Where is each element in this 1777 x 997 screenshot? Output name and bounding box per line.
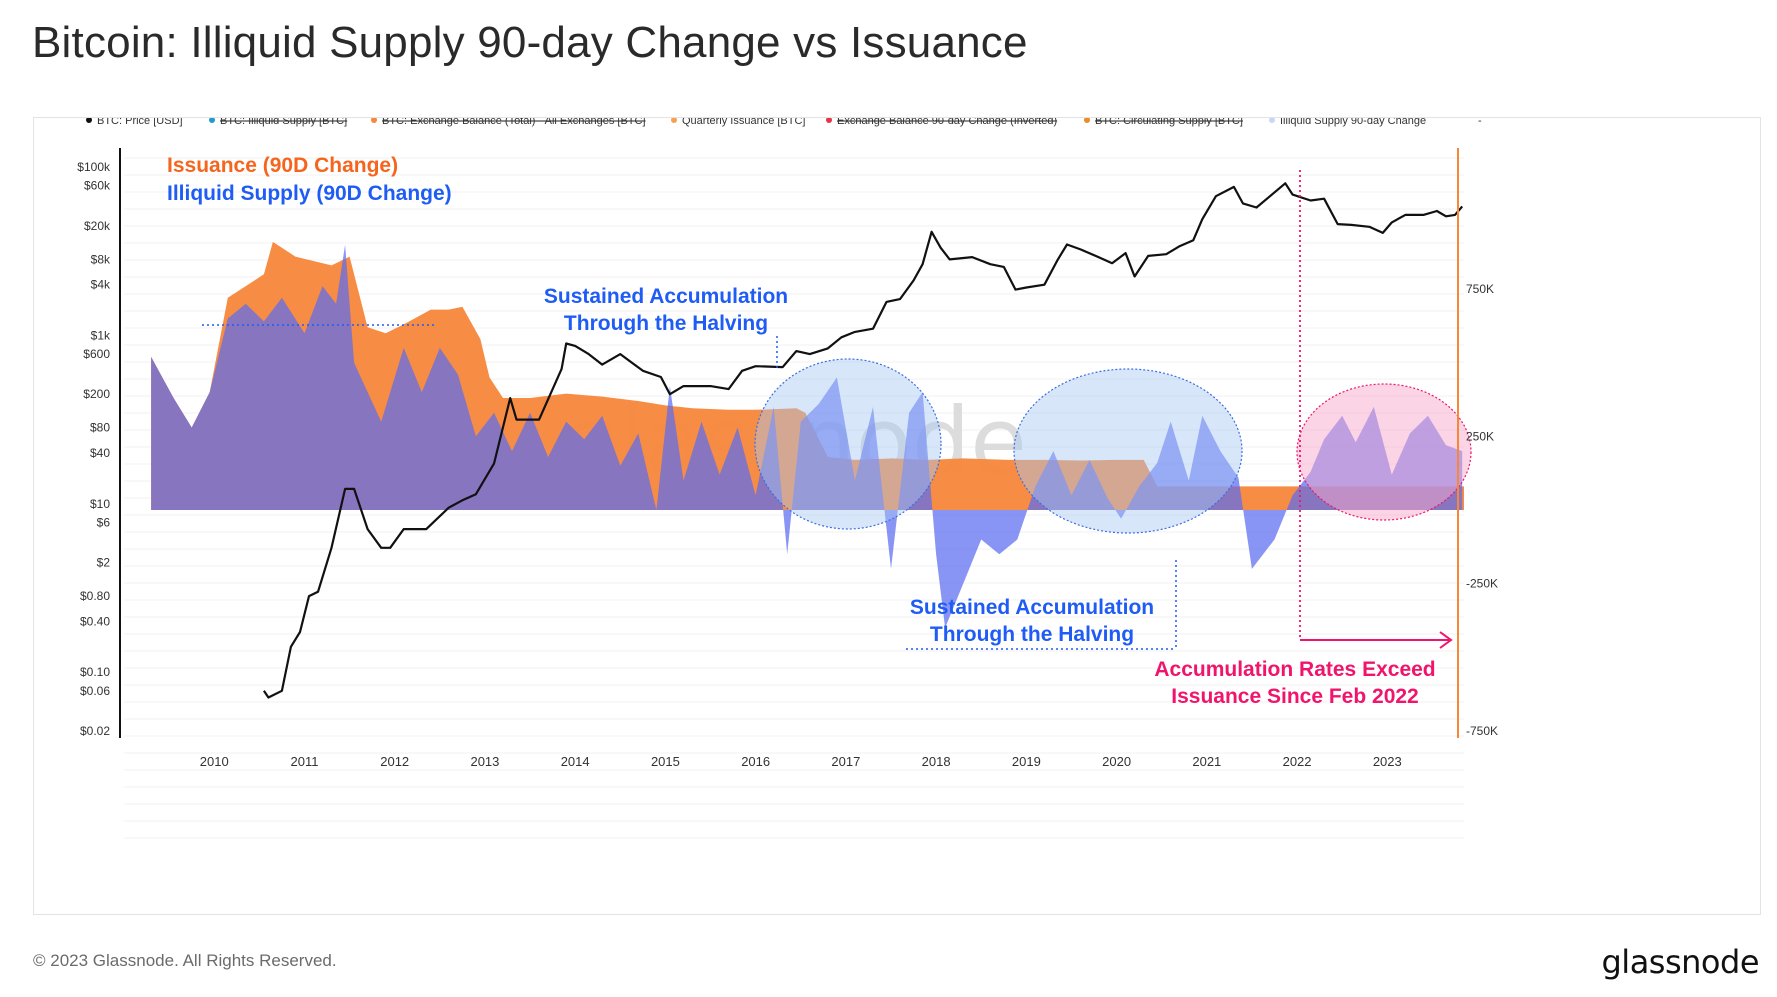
legend-dot [1269,118,1275,123]
sustained-accum-1-line2: Through the Halving [564,312,768,335]
illiquid-series-label: Illiquid Supply (90D Change) [167,182,452,205]
highlight-ellipse-2016 [754,358,942,530]
x-tick-label: 2017 [831,754,860,769]
legend-dot [671,118,677,123]
y-left-tick-label: $200 [83,387,110,401]
y-right-tick-label: 750K [1466,282,1494,296]
legend-dot [371,118,377,123]
sustained-accum-2-line1: Sustained Accumulation [910,596,1154,619]
legend-label: BTC: Exchange Balance (Total) - All Exch… [382,118,646,127]
price-line [262,182,1464,699]
y-left-tick-label: $6 [97,515,111,529]
x-tick-label: 2022 [1283,754,1312,769]
chart-panel: BTC: Price [USD] BTC: Illiquid Supply [BT… [33,117,1761,915]
chart-svg: BTC: Price [USD] BTC: Illiquid Supply [BT… [77,118,1498,839]
highlight-ellipse-2022 [1296,383,1472,521]
annotation-layer: Issuance (90D Change) Illiquid Supply (9… [167,154,1453,708]
y-left-tick-label: $40 [90,446,110,460]
y-left-tick-label: $60k [84,179,111,193]
page-title: Bitcoin: Illiquid Supply 90-day Change v… [32,18,1028,67]
y-left-tick-label: $4k [91,278,111,292]
y-right-tick-label: -250K [1466,577,1498,591]
series-layer [151,241,1464,628]
sustained-accum-1-line1: Sustained Accumulation [544,285,788,308]
highlight-ellipses [754,358,1472,534]
x-tick-label: 2012 [380,754,409,769]
x-tick-label: 2023 [1373,754,1402,769]
x-tick-label: 2021 [1192,754,1221,769]
legend-label: BTC: Circulating Supply [BTC] [1095,118,1243,127]
price-layer [262,182,1464,699]
x-tick-label: 2018 [922,754,951,769]
chart-legend: BTC: Price [USD] BTC: Illiquid Supply [BT… [86,118,1482,127]
legend-item: BTC: Illiquid Supply [BTC] [209,118,347,127]
y-left-tick-label: $0.40 [80,614,110,628]
footer-copyright: © 2023 Glassnode. All Rights Reserved. [33,951,337,970]
x-tick-label: 2015 [651,754,680,769]
x-tick-label: 2011 [290,754,318,769]
legend-label: BTC: Price [USD] [97,118,183,127]
y-left-tick-label: $80 [90,421,110,435]
legend-item: Illiquid Supply 90-day Change [1269,118,1426,127]
legend-dot [826,118,832,123]
legend-item: BTC: Exchange Balance (Total) - All Exch… [371,118,646,127]
y-left-tick-label: $100k [77,160,111,174]
y-left-tick-label: $1k [91,328,111,342]
issuance-series-label: Issuance (90D Change) [167,154,398,177]
legend-dot [1084,118,1090,123]
legend-label: Exchange Balance 90-day Change (Inverted… [837,118,1057,127]
y-left-tick-label: $10 [90,497,110,511]
x-tick-label: 2016 [741,754,770,769]
accum-rates-line1: Accumulation Rates Exceed [1154,658,1435,681]
x-tick-label: 2014 [561,754,590,769]
brand-logo: glassnode [1601,943,1759,981]
y-right-tick-label: -750K [1466,724,1498,738]
legend-label: Quarterly Issuance [BTC] [682,118,806,127]
y-left-tick-label: $20k [84,219,111,233]
legend-item: Exchange Balance 90-day Change (Inverted… [826,118,1057,127]
legend-dot [209,118,215,123]
y-left-tick-label: $600 [83,347,110,361]
x-tick-label: 2010 [200,754,229,769]
x-tick-label: 2013 [470,754,499,769]
axis-layer: $100k $60k $20k $8k $4k $1k $600 $200 $80 $40 $10 $… [77,148,1498,769]
legend-item: BTC: Price [USD] [86,118,183,127]
y-left-tick-label: $8k [91,252,111,266]
highlight-ellipse-2020 [1013,368,1243,534]
legend-label: Illiquid Supply 90-day Change [1280,118,1426,127]
legend-item: BTC: Circulating Supply [BTC] [1084,118,1243,127]
legend-label: BTC: Illiquid Supply [BTC] [220,118,347,127]
y-left-tick-label: $0.02 [80,724,110,738]
x-tick-label: 2020 [1102,754,1131,769]
legend-item: Quarterly Issuance [BTC] [671,118,806,127]
legend-item: - [1478,118,1482,127]
x-tick-label: 2019 [1012,754,1041,769]
area-illiquid-supply-change [151,244,1463,628]
legend-dot [86,118,92,123]
legend-label: - [1478,118,1482,127]
accum-rates-line2: Issuance Since Feb 2022 [1171,685,1418,708]
sustained-accum-2-line2: Through the Halving [930,623,1134,646]
y-left-tick-label: $0.80 [80,589,110,603]
y-right-tick-label: 250K [1466,429,1494,443]
accum-arrow-head [1439,631,1453,649]
y-left-tick-label: $2 [97,556,111,570]
y-left-tick-label: $0.10 [80,665,110,679]
y-left-tick-label: $0.06 [80,684,110,698]
